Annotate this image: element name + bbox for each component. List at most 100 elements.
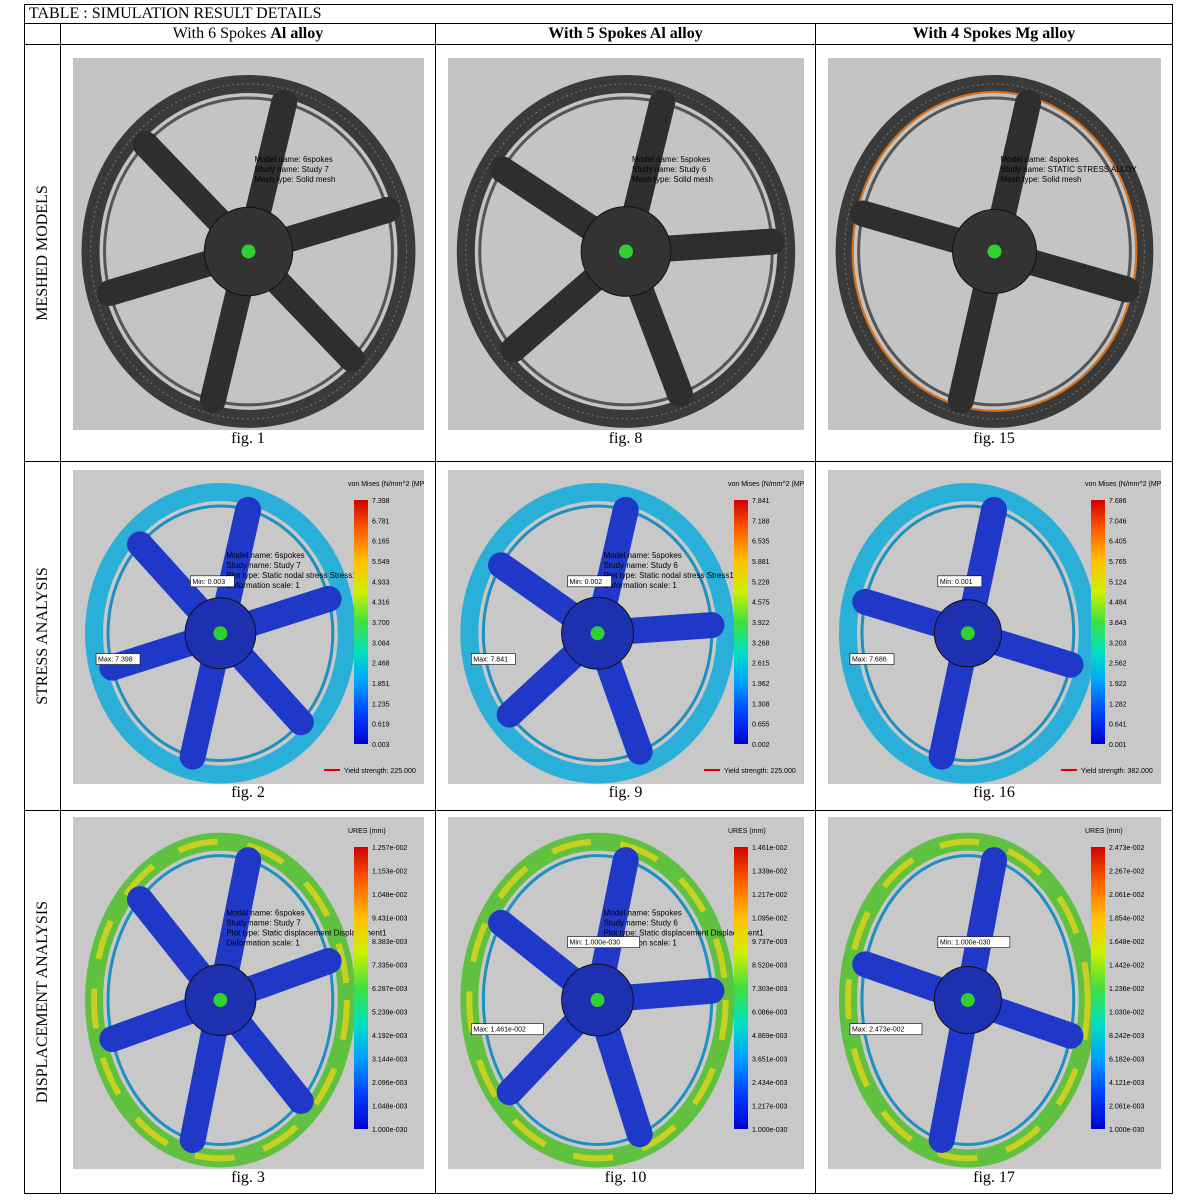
legend-bar bbox=[733, 500, 748, 744]
legend-value: 1.153e-002 bbox=[372, 869, 408, 876]
legend-value: 0.641 bbox=[1109, 722, 1127, 729]
legend-value: 1.851 bbox=[372, 681, 390, 688]
info-text: Plot type: Static displacement Displacem… bbox=[226, 929, 387, 938]
legend-value: 3.700 bbox=[372, 620, 390, 627]
info-text: Study name: Study 6 bbox=[603, 561, 678, 570]
legend-value: 4.575 bbox=[752, 600, 770, 607]
legend-value: 0.002 bbox=[752, 742, 770, 749]
probe-box bbox=[849, 1023, 922, 1036]
info-text: Model name: 6spokes bbox=[226, 909, 304, 918]
probe-label: Max: 7.398 bbox=[98, 657, 133, 664]
legend-value: 3.203 bbox=[1109, 640, 1127, 647]
table-row: MESHED MODELS Model name: 6spokes Study na… bbox=[24, 44, 1173, 462]
legend-value: 7.303e-003 bbox=[752, 986, 788, 993]
legend-value: 1.308 bbox=[752, 701, 770, 708]
figure-cell: Model name: 5spokes Study name: Study 6 Pl… bbox=[435, 810, 816, 1194]
info-text: Study name: Study 7 bbox=[226, 561, 301, 570]
legend-value: 6.165 bbox=[372, 539, 390, 546]
corner-cell bbox=[24, 23, 61, 45]
rim-inner bbox=[102, 96, 394, 407]
header-text: With 6 Spokes bbox=[172, 25, 271, 42]
column-header: With 4 Spokes Mg alloy bbox=[815, 23, 1173, 45]
legend-value: 3.268 bbox=[752, 640, 770, 647]
row-label: DISPLACEMENT ANALYSIS bbox=[33, 900, 51, 1104]
row-label-cell: MESHED MODELS bbox=[24, 44, 61, 462]
probe-label: Max: 7.686 bbox=[851, 657, 886, 664]
rim-band bbox=[465, 838, 729, 1162]
legend-value: 2.615 bbox=[752, 661, 770, 668]
axle bbox=[618, 244, 633, 259]
yield-text: Yield strength: 225.000 bbox=[724, 768, 796, 775]
rim-mesh bbox=[464, 83, 787, 420]
legend-value: 4.484 bbox=[1109, 600, 1127, 607]
figure-caption: fig. 1 bbox=[231, 430, 265, 447]
legend-value: 1.095e-002 bbox=[752, 916, 788, 923]
info-text: Deformation scale: 1 bbox=[603, 581, 677, 590]
figure-caption: fig. 16 bbox=[973, 784, 1015, 801]
column-header: With 5 Spokes Al alloy bbox=[435, 23, 816, 45]
figure-caption: fig. 2 bbox=[231, 784, 265, 801]
legend-value: 1.922 bbox=[1109, 681, 1127, 688]
table-row: STRESS ANALYSIS Model name: 6spokes Study … bbox=[24, 461, 1173, 811]
rim-outer bbox=[459, 482, 735, 784]
legend-title: URES (mm) bbox=[728, 828, 766, 835]
column-header: With 6 Spokes Al alloy bbox=[60, 23, 436, 45]
figure-image: von Mises (N/mm^2 (MPa)) 7.686 7.046 6.405 5… bbox=[827, 470, 1161, 784]
info-text: Mesh type: Solid mesh bbox=[254, 175, 335, 184]
rim-band bbox=[844, 838, 1091, 1162]
axle bbox=[590, 626, 605, 641]
legend-value: 8.242e-003 bbox=[1109, 1033, 1145, 1040]
legend-value: 1.461e-002 bbox=[752, 845, 788, 852]
probe-box bbox=[566, 936, 640, 948]
legend-value: 1.030e-002 bbox=[1109, 1010, 1145, 1017]
info-text: Deformation scale: 1 bbox=[226, 939, 300, 948]
legend-value: 1.000e-030 bbox=[1109, 1127, 1145, 1134]
row-label: MESHED MODELS bbox=[33, 185, 51, 321]
legend-bar bbox=[353, 847, 368, 1129]
probe-label: Max: 1.461e-002 bbox=[473, 1027, 526, 1034]
legend-value: 1.257e-002 bbox=[372, 845, 408, 852]
row-label: STRESS ANALYSIS bbox=[33, 567, 51, 705]
results-table: TABLE : SIMULATION RESULT DETAILS With 6… bbox=[24, 4, 1173, 1194]
rim-inner bbox=[859, 504, 1075, 763]
legend-value: 7.188 bbox=[752, 518, 770, 525]
rim-mesh bbox=[843, 83, 1145, 420]
legend-value: 3.144e-003 bbox=[372, 1057, 408, 1064]
legend-value: 2.468 bbox=[372, 661, 390, 668]
figure-cell: Model name: 5spokes Study name: Study 6 Me… bbox=[435, 44, 816, 462]
legend-value: 2.562 bbox=[1109, 661, 1127, 668]
yield-text: Yield strength: 225.000 bbox=[344, 768, 416, 775]
probe-box bbox=[470, 653, 516, 665]
probe-box bbox=[849, 653, 894, 665]
legend-value: 2.061e-002 bbox=[1109, 892, 1145, 899]
legend-value: 5.124 bbox=[1109, 579, 1127, 586]
legend-value: 2.434e-003 bbox=[752, 1080, 788, 1087]
legend-value: 5.765 bbox=[1109, 559, 1127, 566]
probe-box bbox=[937, 575, 982, 588]
legend-title: von Mises (N/mm^2 (MPa)) bbox=[348, 481, 424, 488]
legend-value: 9.431e-003 bbox=[372, 916, 408, 923]
legend-value: 4.192e-003 bbox=[372, 1033, 408, 1040]
probe-label: Min: 0.002 bbox=[569, 579, 602, 586]
legend-value: 2.473e-002 bbox=[1109, 845, 1145, 852]
legend-value: 0.655 bbox=[752, 722, 770, 729]
probe-label: Max: 2.473e-002 bbox=[851, 1027, 904, 1034]
info-text: Study name: STATIC STRESS ALLOY bbox=[1000, 165, 1137, 174]
info-text: Deformation scale: 1 bbox=[226, 581, 300, 590]
legend-value: 4.316 bbox=[372, 600, 390, 607]
legend-value: 7.046 bbox=[1109, 518, 1127, 525]
probe-label: Min: 1.000e-030 bbox=[939, 940, 990, 947]
legend-value: 3.922 bbox=[752, 620, 770, 627]
info-text: Mesh type: Solid mesh bbox=[1000, 175, 1081, 184]
info-text: Model name: 5spokes bbox=[603, 909, 681, 918]
rim-outer bbox=[84, 482, 356, 784]
legend-value: 1.282 bbox=[1109, 701, 1127, 708]
